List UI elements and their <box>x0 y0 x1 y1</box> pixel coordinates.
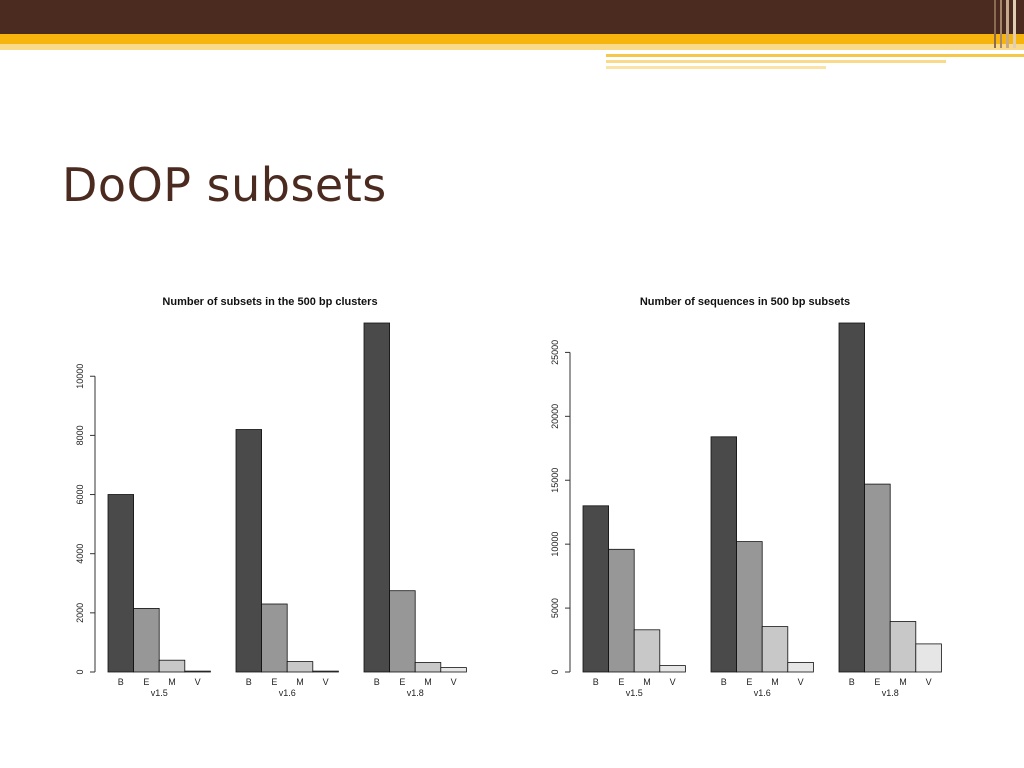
category-label: B <box>118 677 124 687</box>
category-label: M <box>899 677 907 687</box>
bar-v1.6-B <box>235 429 263 673</box>
header-thin-stripe-2 <box>606 60 946 63</box>
category-label: B <box>374 677 380 687</box>
category-label: V <box>195 677 201 687</box>
category-label: M <box>424 677 432 687</box>
bar-v1.6-M <box>286 661 314 673</box>
category-label: E <box>143 677 149 687</box>
bar-v1.8-M <box>889 621 917 673</box>
category-label: M <box>168 677 176 687</box>
bar-v1.6-B <box>710 436 738 673</box>
y-tick-label: 25000 <box>550 340 560 365</box>
bar-v1.5-M <box>158 659 186 673</box>
bar-v1.5-M <box>633 629 661 673</box>
chart-title: Number of subsets in the 500 bp clusters <box>162 296 377 308</box>
bar-v1.6-V <box>787 661 814 673</box>
category-label: M <box>643 677 651 687</box>
bar-v1.6-M <box>761 626 789 673</box>
category-label: V <box>798 677 804 687</box>
bar-v1.5-V <box>659 665 686 673</box>
category-label: E <box>271 677 277 687</box>
bar-v1.8-B <box>363 322 391 673</box>
category-label: B <box>593 677 599 687</box>
bar-v1.5-V <box>184 670 211 673</box>
category-label: V <box>670 677 676 687</box>
group-label: v1.8 <box>407 688 424 698</box>
category-label: M <box>771 677 779 687</box>
category-label: E <box>874 677 880 687</box>
y-tick-label: 8000 <box>75 425 85 445</box>
bar-v1.5-B <box>107 494 135 673</box>
category-label: B <box>849 677 855 687</box>
y-tick-label: 10000 <box>550 532 560 557</box>
category-label: V <box>323 677 329 687</box>
y-tick-label: 0 <box>75 669 85 674</box>
header-edge-lines <box>994 0 1016 48</box>
header-band <box>0 0 1024 69</box>
group-label: v1.6 <box>279 688 296 698</box>
header-light-stripe <box>0 44 1024 50</box>
group-label: v1.8 <box>882 688 899 698</box>
category-label: E <box>399 677 405 687</box>
bar-v1.5-E <box>133 607 160 673</box>
bar-v1.5-B <box>582 505 610 673</box>
category-label: B <box>246 677 252 687</box>
bar-v1.6-E <box>736 541 763 673</box>
y-tick-label: 20000 <box>550 404 560 429</box>
y-tick-label: 15000 <box>550 468 560 493</box>
y-tick-label: 4000 <box>75 544 85 564</box>
category-label: V <box>451 677 457 687</box>
header-thin-stripe-1 <box>606 54 1024 57</box>
category-label: E <box>618 677 624 687</box>
y-tick-label: 6000 <box>75 485 85 505</box>
group-label: v1.5 <box>626 688 643 698</box>
bar-v1.8-M <box>414 662 442 673</box>
header-dark-bar <box>0 0 1024 34</box>
chart-title: Number of sequences in 500 bp subsets <box>640 296 850 308</box>
bar-v1.8-B <box>838 322 866 673</box>
bar-v1.8-V <box>440 667 467 673</box>
category-label: E <box>746 677 752 687</box>
y-tick-label: 2000 <box>75 603 85 623</box>
group-label: v1.6 <box>754 688 771 698</box>
category-label: M <box>296 677 304 687</box>
chart-sequences: Number of sequences in 500 bp subsets 0 50… <box>550 296 942 698</box>
slide-title: DoOP subsets <box>62 158 387 212</box>
bar-v1.8-E <box>864 483 891 673</box>
category-label: B <box>721 677 727 687</box>
bar-v1.5-E <box>608 548 635 673</box>
group-label: v1.5 <box>151 688 168 698</box>
bar-v1.6-E <box>261 603 288 673</box>
bar-v1.6-V <box>312 670 339 673</box>
y-tick-label: 10000 <box>75 364 85 389</box>
bar-v1.8-E <box>389 590 416 673</box>
header-thin-stripe-3 <box>606 66 826 69</box>
y-tick-label: 5000 <box>550 598 560 618</box>
category-label: V <box>926 677 932 687</box>
y-tick-label: 0 <box>550 669 560 674</box>
chart-subsets: Number of subsets in the 500 bp clusters… <box>75 296 467 698</box>
bar-v1.8-V <box>915 643 942 673</box>
